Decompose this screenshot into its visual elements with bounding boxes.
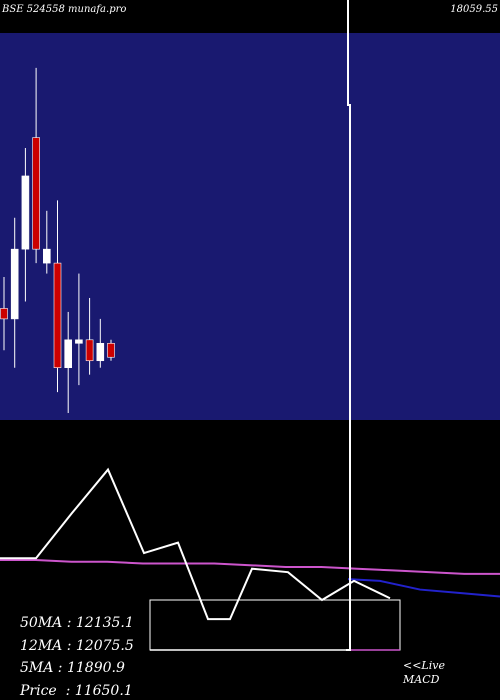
candle-body [21,175,30,250]
candle-body [96,342,105,362]
price-label: Price [20,682,66,699]
price-value: 11650.1 [74,682,133,699]
ma-row-5: 5MA : 11890.9 [20,660,125,676]
chart-title: BSE 524558 munafa.pro [2,4,127,15]
signal-white-line [0,467,391,621]
live-macd-line1: <<Live [403,659,445,672]
macd-blue-line [347,578,500,598]
candles-group [0,67,115,414]
candle-body [75,339,83,344]
ma-label: 5MA [20,660,54,676]
ma-row-50: 50MA : 12135.1 [20,615,134,631]
top-right-price-label: 18059.55 [450,4,498,15]
ma-value: 11890.9 [66,660,125,676]
ma-row-12: 12MA : 12075.5 [20,637,134,654]
ma-label: 12MA [20,637,63,654]
candle-body [10,248,19,320]
candle-body [32,137,40,250]
cursor-spike-line [346,0,351,651]
indicator-panel [0,467,500,621]
ma-label: 50MA [20,615,63,631]
moving-average-panel: 50MA : 12135.1 12MA : 12075.5 5MA : 1189… [20,612,134,700]
candle-body [107,342,115,358]
live-macd-line2: MACD [403,673,440,686]
ma-value: 12075.5 [75,637,134,654]
price-row: Price : 11650.1 [20,682,133,699]
macd-box [149,599,401,651]
candle-body [0,308,8,320]
ma-line [0,559,500,575]
ma-value: 12135.1 [75,615,134,631]
candle-body [85,339,94,362]
candle-body [53,262,62,369]
price-panel [0,33,500,420]
candle-body [42,248,51,264]
candle-body [64,339,72,369]
live-macd-label: <<Live MACD [403,659,445,687]
